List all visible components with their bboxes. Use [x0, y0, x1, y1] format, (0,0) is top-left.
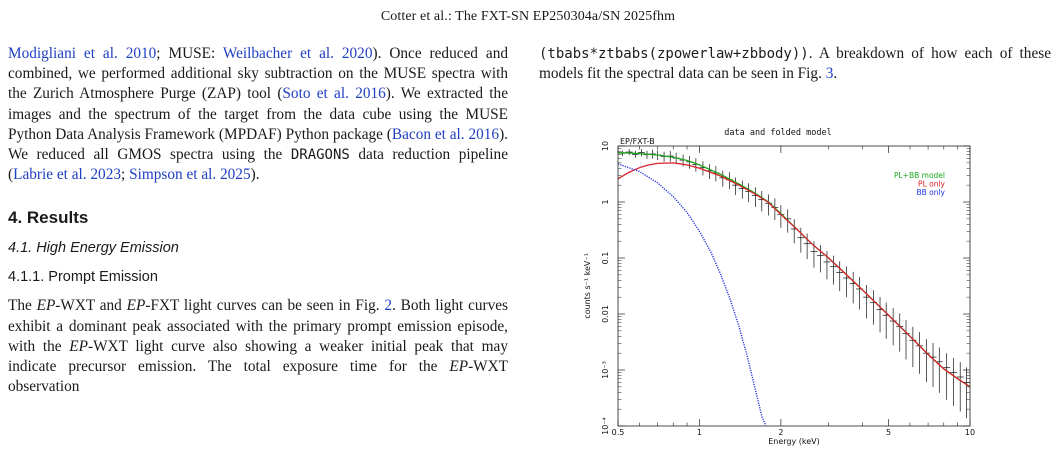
figure-ref-link[interactable]: 2	[384, 297, 393, 315]
model-line-bb-only	[617, 163, 767, 427]
data-point	[836, 261, 844, 292]
legend-entry: BB only	[916, 188, 945, 197]
x-tick-label: 10	[965, 428, 975, 437]
section-heading: 4. Results	[8, 208, 89, 228]
x-axis-label: Energy (keV)	[768, 437, 820, 446]
citation-link[interactable]: Weilbacher et al. 2020	[222, 45, 373, 62]
data-point	[849, 271, 857, 304]
left-column: Modigliani et al. 2010; MUSE: Weilbacher…	[8, 44, 508, 397]
legend-entry: PL only	[918, 180, 946, 189]
data-point	[870, 290, 878, 325]
data-point	[803, 233, 811, 260]
data-point	[929, 342, 937, 388]
spectrum-figure: data and folded model EP/FXT-B Energy (k…	[578, 124, 978, 454]
data-point	[962, 367, 970, 419]
data-point	[876, 297, 884, 333]
data-point	[889, 308, 897, 346]
data-point	[935, 347, 943, 393]
data-point	[830, 255, 837, 285]
y-tick-label: 0.1	[601, 252, 610, 265]
x-tick-label: 1	[697, 428, 702, 437]
citation-link[interactable]: Labrie et al. 2023	[13, 166, 121, 184]
data-point	[823, 251, 831, 280]
data-point	[637, 149, 645, 157]
paragraph-prompt-emission: The EP-WXT and EP-FXT light curves can b…	[8, 297, 509, 396]
paragraph-methods-end: Modigliani et al. 2010; MUSE: Weilbacher…	[8, 45, 508, 184]
data-point	[922, 339, 930, 383]
x-tick-label: 0.5	[612, 428, 625, 437]
data-point	[950, 357, 958, 406]
data-point	[625, 148, 633, 156]
data-point	[855, 277, 863, 310]
data-point	[631, 150, 639, 158]
data-point	[816, 245, 824, 273]
data-point	[943, 353, 951, 400]
data-point	[732, 177, 740, 195]
spectrum-chart: data and folded model EP/FXT-B Energy (k…	[583, 128, 975, 446]
y-tick-label: 1	[601, 199, 610, 204]
x-tick-label: 2	[778, 428, 783, 437]
data-point	[902, 320, 910, 360]
citation-link[interactable]: Modigliani et al. 2010	[8, 45, 157, 62]
data-point	[797, 227, 805, 253]
subsection-heading: 4.1. High Energy Emission	[8, 240, 179, 257]
data-point	[758, 191, 766, 212]
paragraph-model-breakdown: (tbabs*ztbabs(zpowerlaw+zbbody)). A brea…	[539, 45, 1051, 83]
data-point	[745, 183, 753, 203]
data-point	[915, 332, 923, 374]
data-point	[896, 313, 904, 352]
panel-label: EP/FXT-B	[620, 137, 655, 146]
y-tick-label: 0.01	[601, 305, 610, 323]
data-point	[882, 302, 890, 339]
data-point	[790, 219, 798, 244]
citation-link[interactable]: Simpson et al. 2025	[129, 166, 251, 184]
legend-entry: PL+BB model	[894, 171, 945, 180]
software-name: DRAGONS	[290, 147, 350, 164]
data-point	[909, 326, 917, 368]
model-line-pl-only	[617, 162, 971, 388]
y-tick-label: 10⁻⁴	[601, 417, 610, 435]
figure-ref-link[interactable]: 3	[825, 65, 834, 83]
data-point	[751, 187, 759, 207]
y-axis-label: counts s⁻¹ keV⁻¹	[583, 253, 592, 319]
data-point	[738, 180, 746, 199]
y-tick-label: 10⁻³	[601, 361, 610, 379]
data-point	[956, 362, 964, 412]
x-tick-label: 5	[886, 428, 891, 437]
data-point	[843, 266, 851, 298]
plot-frame	[617, 145, 971, 427]
citation-link[interactable]: Bacon et al. 2016	[391, 125, 500, 143]
citation-link[interactable]: Soto et al. 2016	[282, 85, 386, 103]
xspec-model: (tbabs*ztbabs(zpowerlaw+zbbody))	[539, 46, 809, 62]
chart-title: data and folded model	[724, 128, 831, 138]
y-tick-label: 10	[601, 141, 610, 151]
data-point	[863, 284, 871, 319]
subsubsection-heading: 4.1.1. Prompt Emission	[8, 269, 158, 286]
running-head: Cotter et al.: The FXT-SN EP250304a/SN 2…	[380, 9, 676, 24]
right-column: (tbabs*ztbabs(zpowerlaw+zbbody)). A brea…	[539, 44, 1051, 84]
